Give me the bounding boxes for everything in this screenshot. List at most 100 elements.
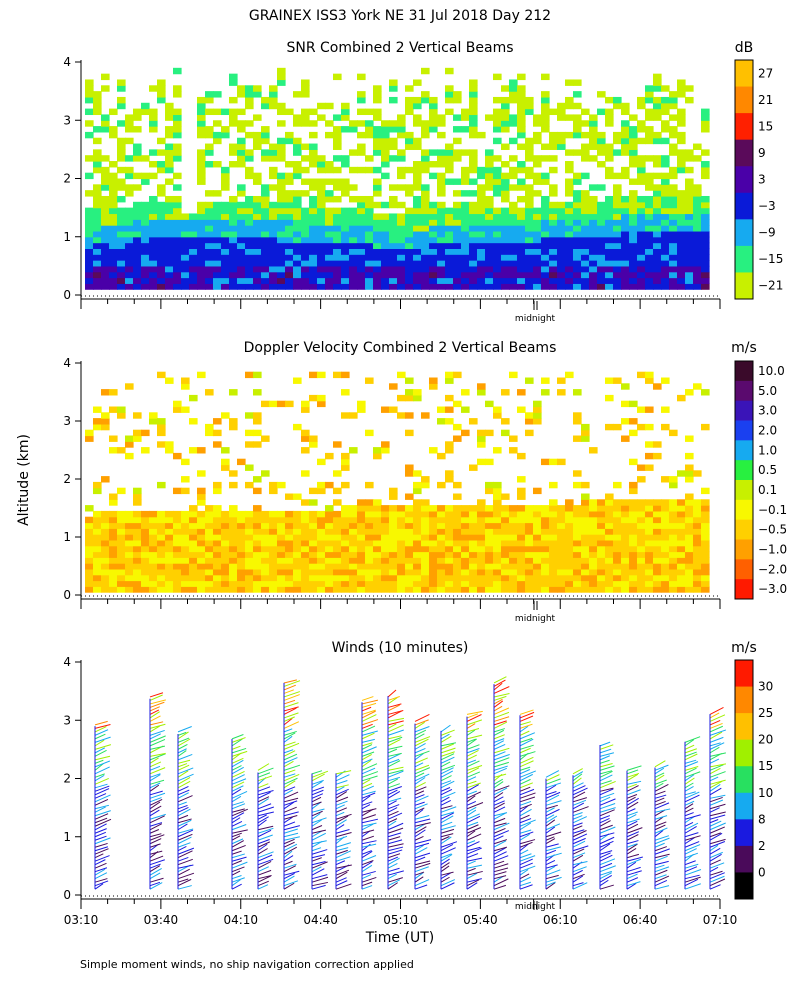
doppler-cell — [589, 499, 598, 506]
snr-cell — [357, 166, 366, 174]
doppler-cell — [197, 493, 206, 500]
doppler-cell — [117, 551, 126, 558]
snr-cell — [85, 225, 94, 232]
snr-colorbar-label: −21 — [758, 279, 783, 293]
snr-cell — [597, 149, 606, 156]
snr-cell — [421, 161, 430, 168]
snr-cell — [133, 271, 142, 279]
doppler-colorbar-swatch — [735, 519, 753, 540]
wind-barb — [361, 746, 377, 754]
snr-cell — [517, 207, 526, 215]
snr-cell — [637, 230, 646, 238]
wind-barb — [493, 682, 503, 691]
snr-cell — [525, 265, 534, 273]
wind-barb — [709, 878, 726, 887]
doppler-cell — [325, 481, 334, 489]
doppler-cell — [501, 493, 510, 500]
doppler-cell — [685, 505, 694, 512]
snr-cell — [317, 213, 326, 220]
snr-cell — [93, 242, 102, 249]
snr-cell — [405, 248, 414, 255]
snr-cell — [109, 260, 118, 267]
wind-barb — [709, 787, 722, 796]
snr-cell — [477, 207, 486, 215]
wind-barb — [626, 765, 642, 771]
doppler-cell — [101, 522, 110, 529]
snr-cell — [293, 271, 302, 279]
wind-barb — [572, 806, 589, 813]
snr-cell — [133, 114, 142, 121]
snr-cell — [493, 96, 502, 104]
doppler-cell — [165, 539, 174, 547]
snr-cell — [141, 225, 150, 232]
doppler-cell — [477, 528, 486, 535]
snr-cell — [437, 149, 446, 156]
wind-barb — [493, 847, 506, 855]
snr-cell — [573, 149, 582, 156]
snr-cell — [125, 230, 134, 238]
doppler-cell — [373, 557, 382, 564]
doppler-cell — [117, 487, 126, 495]
doppler-cell — [173, 452, 182, 460]
wind-barb — [519, 737, 533, 743]
snr-cell — [621, 131, 630, 139]
doppler-cell — [605, 586, 614, 593]
wind-barb — [231, 757, 244, 764]
snr-cell — [517, 184, 526, 191]
snr-cell — [397, 271, 406, 279]
snr-cell — [573, 277, 582, 284]
doppler-cell — [221, 510, 230, 518]
snr-cell — [629, 190, 638, 197]
snr-cell — [493, 190, 502, 197]
doppler-cell — [141, 516, 150, 524]
snr-cell — [557, 219, 566, 226]
wind-barb — [709, 758, 720, 764]
doppler-cell — [589, 574, 598, 582]
wind-barb — [493, 728, 505, 733]
snr-cell — [461, 225, 470, 232]
doppler-cell — [413, 505, 422, 512]
doppler-cell — [557, 539, 566, 547]
snr-cell — [197, 178, 206, 185]
snr-cell — [245, 277, 254, 284]
snr-cell — [373, 131, 382, 139]
wind-barb — [311, 819, 322, 827]
wind-barb — [654, 827, 668, 834]
x-tick-label: 06:10 — [543, 913, 578, 927]
doppler-cell — [293, 534, 302, 541]
snr-cell — [317, 277, 326, 284]
wind-barb — [94, 878, 108, 883]
doppler-cell — [445, 551, 454, 558]
doppler-cell — [461, 574, 470, 582]
snr-cell — [301, 230, 310, 238]
doppler-cell — [477, 505, 486, 512]
wind-barb — [684, 748, 697, 754]
wind-barb — [414, 872, 424, 880]
doppler-cell — [341, 551, 350, 558]
snr-cell — [485, 236, 494, 244]
doppler-cell — [181, 458, 190, 466]
winds-colorbar-label: 2 — [758, 839, 766, 853]
doppler-title: Doppler Velocity Combined 2 Vertical Bea… — [244, 340, 557, 356]
wind-barb — [599, 755, 610, 761]
doppler-cell — [413, 481, 422, 489]
snr-cell — [485, 242, 494, 249]
wind-barb — [231, 870, 241, 876]
doppler-cell — [669, 568, 678, 576]
snr-cell — [197, 219, 206, 226]
snr-cell — [629, 277, 638, 284]
doppler-cell — [285, 551, 294, 558]
wind-barb — [414, 742, 426, 750]
doppler-cell — [133, 586, 142, 593]
doppler-cell — [437, 452, 446, 460]
snr-cell — [381, 143, 390, 150]
snr-cell — [565, 161, 574, 168]
doppler-cell — [205, 586, 214, 593]
wind-barb — [440, 761, 451, 768]
snr-cell — [477, 230, 486, 238]
snr-cell — [493, 260, 502, 267]
doppler-cell — [517, 505, 526, 512]
snr-cell — [461, 254, 470, 261]
snr-cell — [149, 260, 158, 267]
doppler-cell — [309, 435, 318, 442]
